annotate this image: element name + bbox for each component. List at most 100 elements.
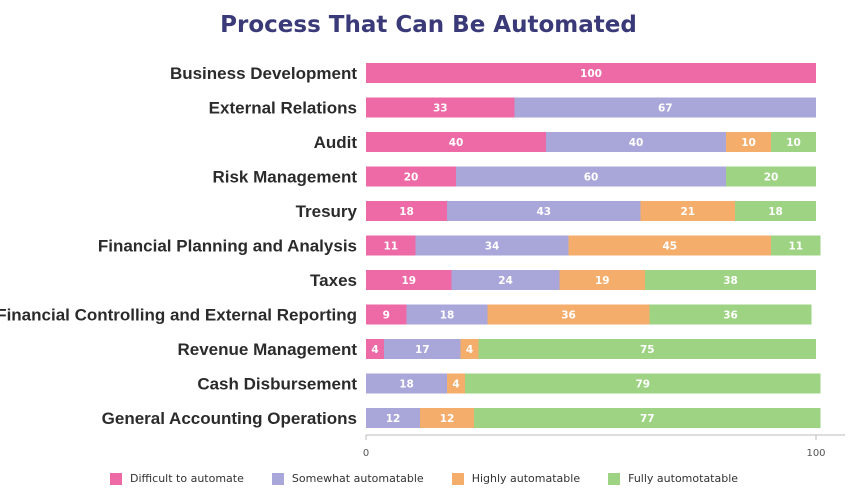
bar-value-label: 75 <box>640 344 655 356</box>
chart-title: Process That Can Be Automated <box>220 12 637 38</box>
bar-value-label: 40 <box>449 137 464 149</box>
bar-segment <box>366 132 546 152</box>
bar-value-label: 18 <box>399 206 414 218</box>
bar-value-label: 19 <box>595 275 610 287</box>
bar-segment <box>447 373 465 394</box>
bar-value-label: 12 <box>440 413 455 425</box>
category-label: General Accounting Operations <box>102 409 357 428</box>
category-label: Revenue Management <box>178 340 358 359</box>
category-label: External Relations <box>209 99 357 118</box>
bar-value-label: 12 <box>386 413 401 425</box>
bar-value-label: 4 <box>466 344 473 356</box>
bar-segment <box>384 339 461 359</box>
bar-segment <box>559 270 645 290</box>
bar-value-label: 18 <box>399 379 414 391</box>
category-label: Cash Disbursement <box>197 375 357 394</box>
bar-segment <box>451 270 560 290</box>
legend-swatch <box>271 472 284 485</box>
bar-segment <box>465 373 821 394</box>
legend-label: Somewhat automatable <box>291 472 424 485</box>
bar-segment <box>366 97 515 118</box>
x-tick-label: 100 <box>806 448 825 459</box>
bar-value-label: 10 <box>741 137 756 149</box>
bar-value-label: 18 <box>768 206 783 218</box>
bar-value-label: 67 <box>658 103 673 115</box>
bar-segment <box>645 270 816 290</box>
bar-value-label: 38 <box>723 275 738 287</box>
legend-swatch <box>110 472 122 485</box>
bar-segment <box>649 304 812 325</box>
bar-segment <box>366 408 420 428</box>
bar-segment <box>478 339 816 359</box>
x-tick-label: 0 <box>363 448 369 459</box>
bar-segment <box>366 270 452 290</box>
bar-segment <box>568 235 771 256</box>
category-label: Financial Planning and Analysis <box>98 237 357 256</box>
category-label: Financial Controlling and External Repor… <box>0 306 357 325</box>
bar-segment <box>726 132 771 152</box>
bar-segment <box>474 408 821 428</box>
category-label: Business Development <box>170 64 357 83</box>
bar-value-label: 11 <box>788 241 803 253</box>
category-label: Risk Management <box>212 168 357 187</box>
bar-value-label: 79 <box>635 379 650 391</box>
bar-value-label: 9 <box>383 310 390 322</box>
bar-value-label: 60 <box>584 172 599 184</box>
bar-segment <box>487 304 650 325</box>
bar-segment <box>366 373 447 394</box>
bar-segment <box>366 339 384 359</box>
bar-value-label: 34 <box>485 241 500 253</box>
bar-value-label: 33 <box>433 103 448 115</box>
bar-segment <box>415 235 569 256</box>
bar-value-label: 36 <box>561 310 576 322</box>
bar-value-label: 4 <box>371 344 378 356</box>
bar-segment <box>735 201 816 221</box>
bar-segment <box>406 304 488 325</box>
bar-value-label: 4 <box>452 379 459 391</box>
bar-segment <box>771 132 816 152</box>
bar-value-label: 43 <box>536 206 551 218</box>
bar-segment <box>546 132 726 152</box>
legend-item: Highly automatable <box>451 472 581 485</box>
bar-value-label: 77 <box>640 413 655 425</box>
bar-value-label: 40 <box>629 137 644 149</box>
legend-label: Fully automotatable <box>628 472 739 485</box>
legend-item: Somewhat automatable <box>271 472 424 485</box>
legend-item: Difficult to automate <box>110 472 244 485</box>
bar-segment <box>366 166 456 187</box>
bar-value-label: 17 <box>415 344 430 356</box>
bar-segment <box>460 339 479 359</box>
bar-value-label: 24 <box>498 275 513 287</box>
category-label: Taxes <box>310 271 357 290</box>
category-label: Audit <box>314 133 358 152</box>
bar-value-label: 19 <box>401 275 416 287</box>
bar-value-label: 20 <box>404 172 419 184</box>
bar-segment <box>771 235 821 256</box>
bar-segment <box>447 201 641 221</box>
legend-label: Highly automatable <box>471 472 581 485</box>
bar-segment <box>366 304 407 325</box>
legend-swatch <box>451 472 464 485</box>
bar-segment <box>640 201 735 221</box>
bar-value-label: 100 <box>580 68 602 80</box>
legend-item: Fully automotatable <box>608 472 738 485</box>
bar-segment <box>366 235 416 256</box>
bar-segment <box>456 166 726 187</box>
bar-segment <box>420 408 474 428</box>
legend-swatch <box>608 472 621 485</box>
bar-value-label: 45 <box>662 241 677 253</box>
bar-segment <box>726 166 816 187</box>
category-label: Tresury <box>296 202 358 221</box>
bar-value-label: 36 <box>723 310 738 322</box>
bar-segment <box>366 201 447 221</box>
bar-value-label: 21 <box>680 206 695 218</box>
bar-segment <box>366 63 816 83</box>
bar-segment <box>514 97 816 118</box>
bar-value-label: 20 <box>764 172 779 184</box>
bar-value-label: 11 <box>383 241 398 253</box>
legend: Difficult to automate Somewhat automatabl… <box>110 472 738 485</box>
bar-value-label: 10 <box>786 137 801 149</box>
legend-label: Difficult to automate <box>130 472 244 485</box>
bar-value-label: 18 <box>440 310 455 322</box>
